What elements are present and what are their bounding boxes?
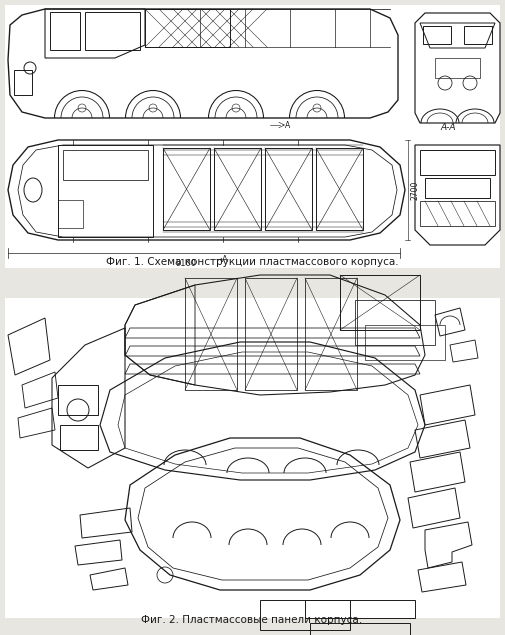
Bar [58, 385, 98, 415]
Bar [60, 425, 98, 450]
Bar [214, 148, 261, 230]
Bar [58, 200, 83, 228]
Bar [5, 5, 500, 268]
Bar [185, 278, 237, 390]
Bar [85, 12, 140, 50]
Bar [265, 148, 312, 230]
Text: 2700: 2700 [410, 180, 419, 199]
Bar [420, 150, 495, 175]
Text: →A: →A [215, 255, 228, 265]
Bar [14, 70, 32, 95]
Bar [63, 150, 148, 180]
Bar [355, 300, 435, 345]
Bar [365, 325, 445, 360]
Text: A-A: A-A [440, 123, 456, 131]
Bar [464, 26, 492, 44]
Bar [5, 298, 500, 618]
Bar [425, 178, 490, 198]
Bar [305, 600, 415, 618]
Bar [50, 12, 80, 50]
Bar [435, 58, 480, 78]
Text: Фиг. 2. Пластмассовые панели корпуса:: Фиг. 2. Пластмассовые панели корпуса: [141, 615, 363, 625]
Bar [310, 623, 410, 635]
Text: 9100: 9100 [175, 258, 196, 267]
Text: Фиг. 1. Схема конструкции пластмассового корпуса.: Фиг. 1. Схема конструкции пластмассового… [106, 257, 398, 267]
Bar [316, 148, 363, 230]
Bar [305, 278, 357, 390]
Text: A: A [285, 121, 290, 130]
Bar [163, 148, 210, 230]
Bar [340, 275, 420, 330]
Bar [145, 9, 230, 47]
Bar [260, 600, 350, 630]
Bar [58, 145, 153, 237]
Bar [420, 201, 495, 226]
Bar [245, 278, 297, 390]
Bar [423, 26, 451, 44]
